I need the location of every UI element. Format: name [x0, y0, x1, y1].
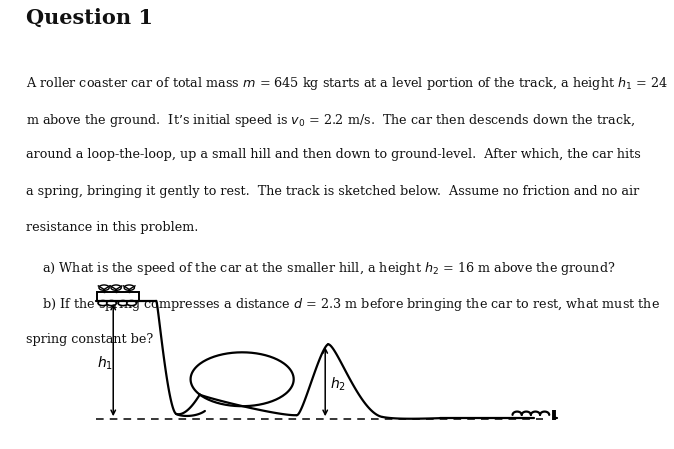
FancyBboxPatch shape — [96, 292, 139, 301]
Text: m above the ground.  It’s initial speed is $v_0$ = 2.2 m/s.  The car then descen: m above the ground. It’s initial speed i… — [26, 112, 634, 129]
Circle shape — [98, 300, 108, 306]
Text: $h_1$: $h_1$ — [97, 355, 113, 372]
Text: resistance in this problem.: resistance in this problem. — [26, 221, 198, 234]
Circle shape — [127, 300, 136, 306]
Text: a) What is the speed of the car at the smaller hill, a height $h_2$ = 16 m above: a) What is the speed of the car at the s… — [26, 260, 615, 277]
Text: spring constant be?: spring constant be? — [26, 333, 153, 346]
Text: b) If the spring compresses a distance $d$ = 2.3 m before bringing the car to re: b) If the spring compresses a distance $… — [26, 296, 660, 313]
Circle shape — [111, 285, 121, 291]
Text: A roller coaster car of total mass $m$ = 645 kg starts at a level portion of the: A roller coaster car of total mass $m$ =… — [26, 75, 667, 92]
Circle shape — [99, 285, 109, 291]
Text: Question 1: Question 1 — [26, 8, 152, 28]
Text: $h_2$: $h_2$ — [330, 376, 346, 393]
Text: a spring, bringing it gently to rest.  The track is sketched below.  Assume no f: a spring, bringing it gently to rest. Th… — [26, 185, 639, 198]
Circle shape — [124, 285, 134, 291]
Text: around a loop-the-loop, up a small hill and then down to ground-level.  After wh: around a loop-the-loop, up a small hill … — [26, 148, 640, 161]
Circle shape — [118, 300, 128, 306]
Circle shape — [106, 300, 117, 306]
